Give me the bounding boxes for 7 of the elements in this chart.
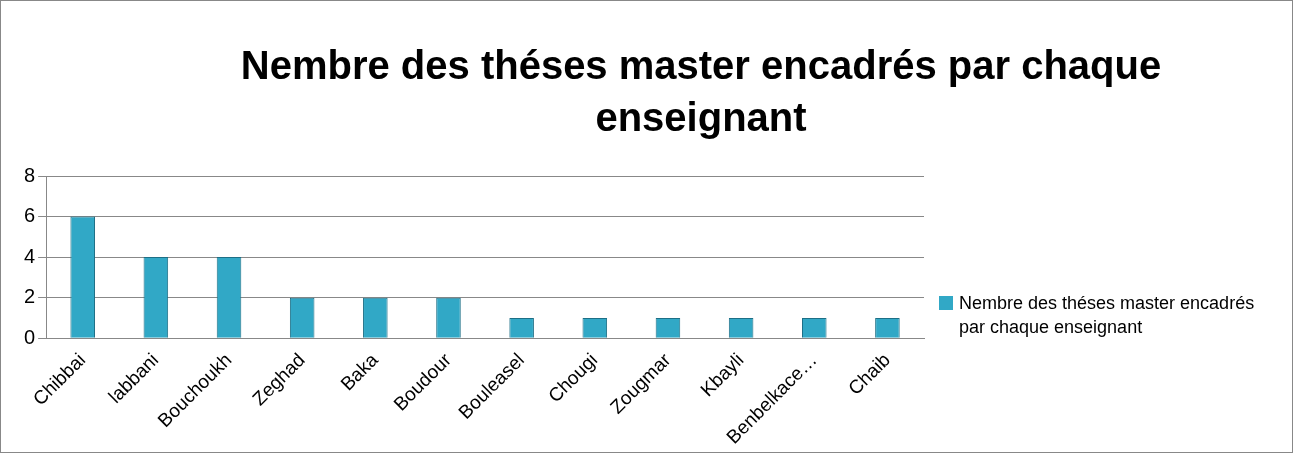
y-tick-label: 8 (24, 163, 36, 186)
y-tick-label: 4 (24, 244, 36, 267)
y-tick-label: 6 (24, 204, 36, 227)
y-tick-label: 0 (24, 325, 36, 348)
chart-title: Nembre des théses master encadrés par chaque enseignant (239, 42, 1163, 141)
y-tick-label: 2 (24, 285, 36, 308)
legend-label: Nembre des théses master encadrés par chaque enseignant (959, 292, 1256, 339)
